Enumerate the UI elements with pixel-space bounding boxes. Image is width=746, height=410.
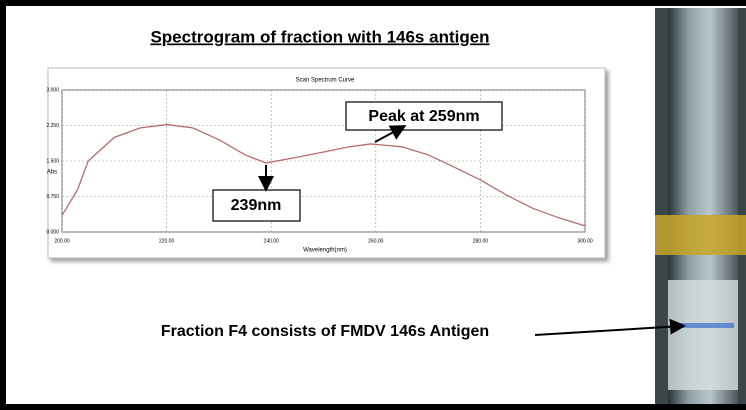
x-tick-label: 220.00 [159, 238, 175, 244]
slide: Spectrogram of fraction with 146s antige… [0, 0, 746, 410]
x-tick-label: 200.00 [54, 238, 70, 244]
annotation: 239nm [231, 197, 282, 214]
y-tick-label: 0.000 [46, 229, 59, 235]
slide-canvas: Spectrogram of fraction with 146s antige… [0, 0, 746, 410]
x-tick-label: 240.00 [264, 238, 280, 244]
y-tick-label: 0.750 [46, 194, 59, 200]
y-tick-label: 3.000 [46, 87, 59, 93]
y-tick-label: 2.250 [46, 123, 59, 129]
chart-frame [48, 68, 605, 258]
x-tick-label: 260.00 [368, 238, 384, 244]
slide-title: Spectrogram of fraction with 146s antige… [150, 27, 489, 46]
x-axis-label: Wavelength(nm) [303, 248, 347, 254]
caption: Fraction F4 consists of FMDV 146s Antige… [161, 323, 489, 340]
y-tick-label: 1.500 [46, 158, 59, 164]
y-axis-label: Abs [47, 170, 57, 176]
photo [655, 8, 746, 404]
x-tick-label: 300.00 [577, 238, 593, 244]
annotation: Peak at 259nm [368, 108, 479, 125]
chart-title: Scan Spectrum Curve [296, 78, 355, 84]
x-tick-label: 280.00 [473, 238, 489, 244]
